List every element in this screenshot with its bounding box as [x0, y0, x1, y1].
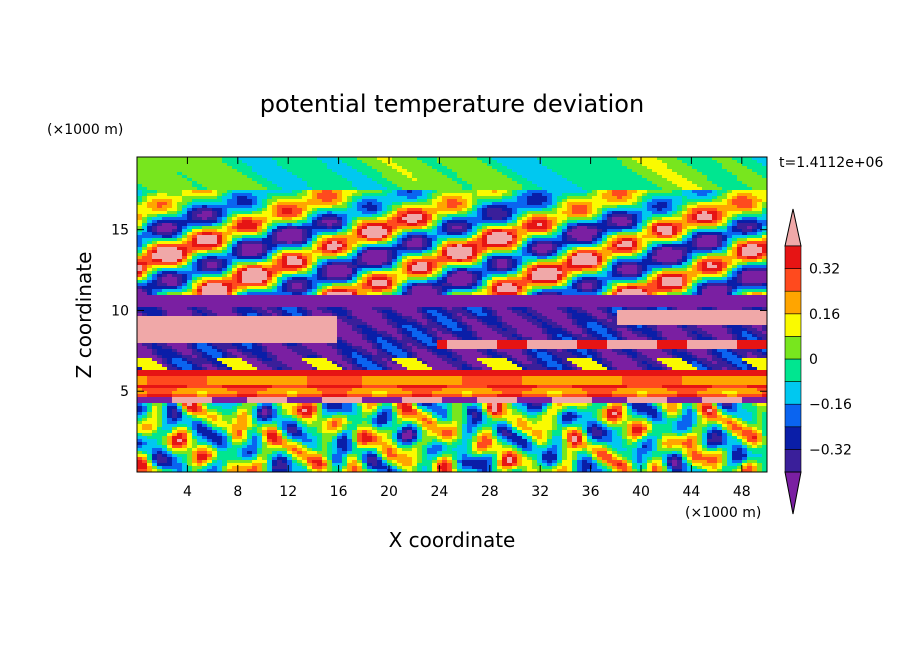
colorbar-bin [784, 245, 802, 269]
plot-frame [136, 156, 768, 473]
x-tick-label: 24 [430, 484, 448, 500]
colorbar-tick-label: −0.32 [809, 442, 852, 458]
colorbar-bin [784, 426, 802, 450]
colorbar-tick-label: 0.16 [809, 307, 840, 323]
x-axis-label: X coordinate [389, 528, 516, 552]
y-unit-label: (×1000 m) [47, 122, 123, 138]
colorbar-bin [784, 313, 802, 337]
x-tick-label: 28 [481, 484, 499, 500]
x-tick-label: 20 [380, 484, 398, 500]
y-tick-label: 5 [120, 384, 129, 400]
colorbar-bin [784, 403, 802, 428]
colorbar-bin [784, 358, 802, 382]
x-tick-label: 44 [682, 484, 700, 500]
x-tick-label: 36 [582, 484, 600, 500]
colorbar-bin [784, 381, 802, 405]
x-unit-label: (×1000 m) [685, 505, 761, 521]
y-tick-label: 15 [111, 223, 129, 239]
colorbar-bin [784, 290, 802, 315]
colorbar-tick-label: −0.16 [809, 397, 852, 413]
y-tick-label: 10 [111, 303, 129, 319]
contour-field [137, 157, 767, 472]
x-tick-label: 12 [279, 484, 297, 500]
time-label: t=1.4112e+06 [779, 155, 883, 171]
x-tick-label: 16 [330, 484, 348, 500]
x-tick-label: 32 [531, 484, 549, 500]
x-tick-label: 40 [632, 484, 650, 500]
chart-title: potential temperature deviation [260, 90, 644, 118]
x-tick-label: 4 [183, 484, 192, 500]
x-axis: 4 8 12 16 20 24 28 32 36 40 44 48 [183, 157, 751, 500]
x-tick-label: 8 [233, 484, 242, 500]
x-tick-label: 48 [733, 484, 751, 500]
colorbar-tick-label: 0.32 [809, 262, 840, 278]
y-axis: 5 10 15 [111, 223, 767, 400]
colorbar-bin [784, 336, 802, 360]
colorbar-tick-label: 0 [809, 352, 818, 368]
colorbar-bin [784, 268, 802, 292]
colorbar-extend-top [784, 208, 802, 247]
colorbar-extend-bottom [784, 471, 802, 515]
colorbar-bin [784, 449, 802, 473]
colorbar: 0.32 0.16 0 −0.16 −0.32 [784, 208, 852, 515]
y-axis-label: Z coordinate [72, 252, 96, 379]
